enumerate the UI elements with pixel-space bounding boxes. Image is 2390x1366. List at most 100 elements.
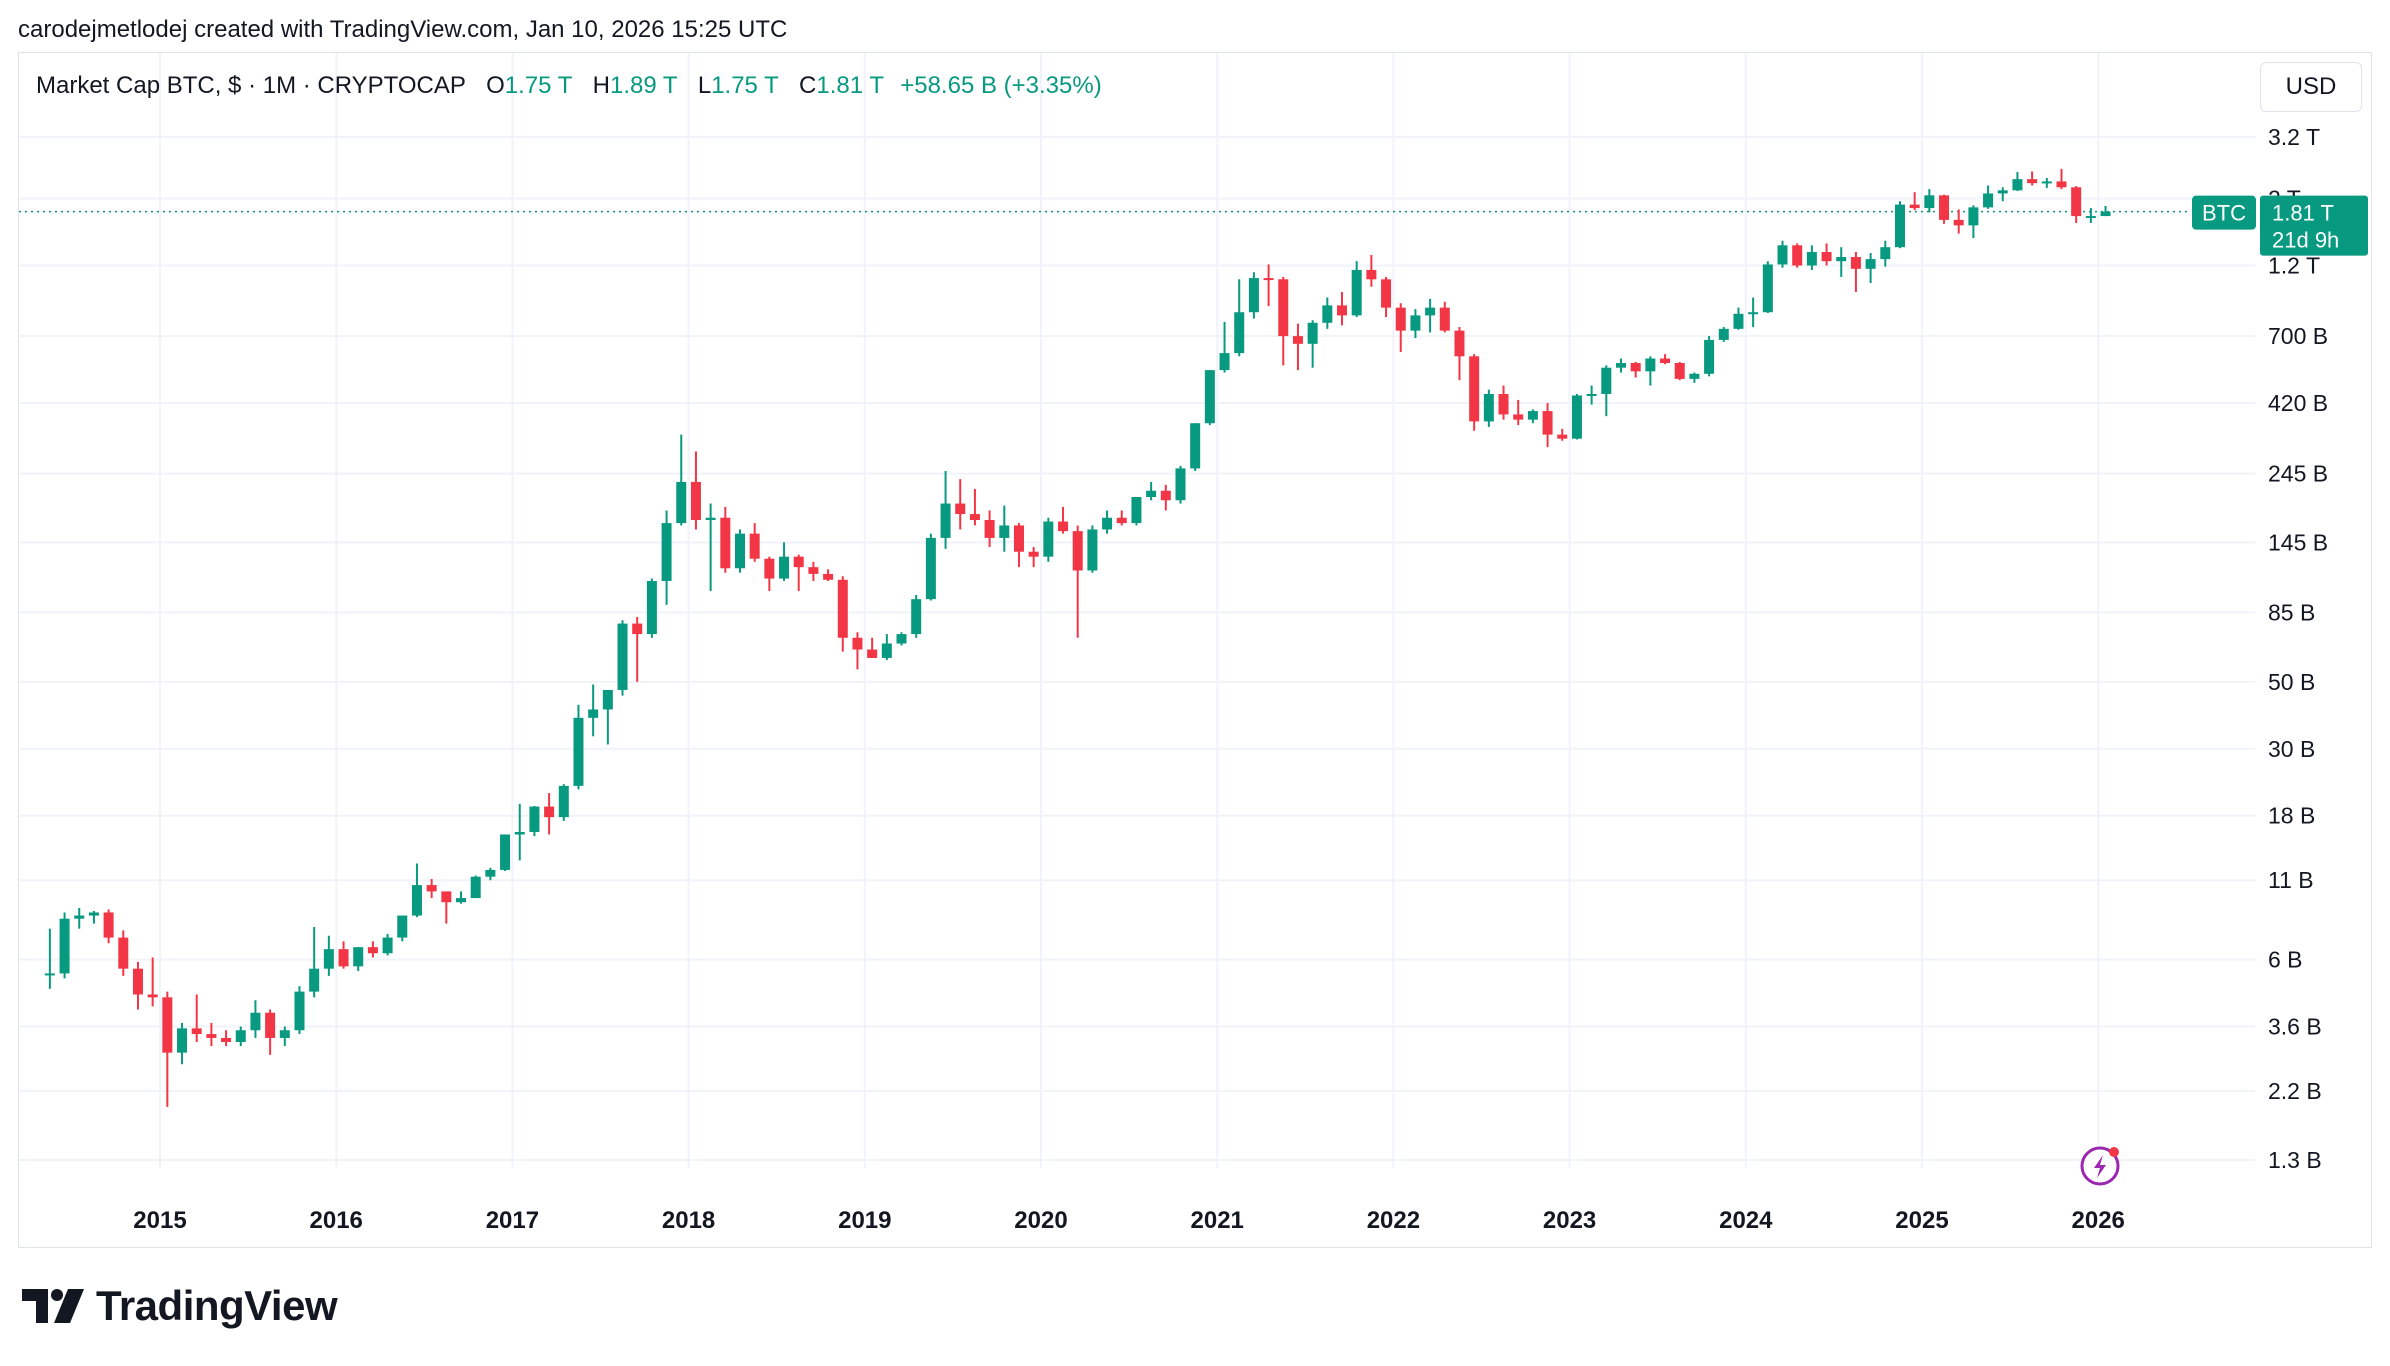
candle-body <box>59 918 70 974</box>
candle-body <box>1175 468 1186 501</box>
candle-body <box>1660 358 1671 364</box>
candle-body <box>1234 312 1245 354</box>
candle-body <box>646 580 657 635</box>
candle-body <box>470 876 481 899</box>
candle-body <box>426 885 437 892</box>
candle-body <box>1116 517 1127 524</box>
candle-body <box>1806 252 1817 266</box>
candle-body <box>1557 434 1568 439</box>
tradingview-logo[interactable]: TradingView <box>22 1282 338 1330</box>
candle-body <box>411 885 422 916</box>
candle-body <box>1542 411 1553 435</box>
x-tick-label: 2021 <box>1191 1207 1244 1234</box>
candle-body <box>382 937 393 954</box>
candle-body <box>514 831 525 835</box>
candle-body <box>1836 257 1847 262</box>
candle-body <box>1454 330 1465 357</box>
x-tick-label: 2020 <box>1014 1207 1067 1234</box>
candle-body <box>485 869 496 877</box>
candle-body <box>1983 193 1994 208</box>
candle-body <box>1586 393 1597 396</box>
candle-body <box>1146 490 1157 498</box>
candle-body <box>1821 252 1832 262</box>
candle-body <box>1160 490 1171 501</box>
candle-body <box>1043 521 1054 557</box>
candle-body <box>1469 356 1480 422</box>
candle-body <box>1131 497 1142 524</box>
candle-body <box>74 915 85 919</box>
candle-body <box>1102 517 1113 530</box>
candle-body <box>1571 395 1582 439</box>
candle-body <box>1248 278 1259 313</box>
y-tick-label: 420 B <box>2268 390 2328 416</box>
x-tick-label: 2026 <box>2072 1207 2125 1234</box>
candle-body <box>705 517 716 520</box>
candle-body <box>2041 181 2052 184</box>
candle-body <box>1630 363 1641 372</box>
x-tick-label: 2025 <box>1895 1207 1948 1234</box>
candle-body <box>617 623 628 690</box>
candle-body <box>1013 525 1024 552</box>
candle-body <box>118 937 129 969</box>
y-tick-label: 145 B <box>2268 529 2328 555</box>
candle-body <box>1777 245 1788 265</box>
candle-body <box>1395 307 1406 331</box>
candle-body <box>1748 312 1759 315</box>
candle-body <box>955 503 966 515</box>
candle-body <box>1307 322 1318 344</box>
x-tick-label: 2015 <box>133 1207 186 1234</box>
candle-body <box>1337 305 1348 316</box>
chart-frame <box>18 52 2372 1248</box>
candle-body <box>177 1028 188 1053</box>
ticker-tag <box>2192 195 2256 230</box>
candle-body <box>1498 393 1509 415</box>
candle-body <box>191 1028 202 1035</box>
candle-body <box>1601 367 1612 394</box>
candle-body <box>1645 358 1656 372</box>
candle-body <box>823 573 834 580</box>
candle-body <box>147 994 158 998</box>
candle-body <box>235 1030 246 1042</box>
candle-body <box>881 643 892 658</box>
candle-body <box>661 523 672 581</box>
candle-body <box>1939 195 1950 220</box>
candle-body <box>1278 279 1289 337</box>
candle-body <box>206 1034 217 1038</box>
candle-body <box>1850 257 1861 269</box>
candle-body <box>602 689 613 710</box>
candle-body <box>969 514 980 520</box>
candle-body <box>88 912 99 916</box>
y-tick-label: 18 B <box>2268 803 2315 829</box>
candle-body <box>1410 315 1421 331</box>
candle-body <box>1381 279 1392 308</box>
candle-body <box>2027 179 2038 184</box>
candle-body <box>867 649 878 658</box>
candle-body <box>1924 195 1935 209</box>
currency-button[interactable]: USD <box>2260 62 2362 112</box>
candle-body <box>456 898 467 903</box>
candle-body <box>1087 529 1098 571</box>
candle-body <box>1880 247 1891 260</box>
candle-body <box>1909 204 1920 209</box>
candle-body <box>837 579 848 638</box>
x-tick-label: 2016 <box>310 1207 363 1234</box>
candle-body <box>529 806 540 832</box>
candle-body <box>1351 269 1362 316</box>
y-tick-label: 11 B <box>2268 867 2314 893</box>
candle-body <box>250 1012 261 1031</box>
candle-body <box>852 637 863 650</box>
candle-body <box>221 1037 232 1042</box>
candle-body <box>265 1012 276 1038</box>
price-tag <box>2260 195 2368 256</box>
candle-body <box>1366 269 1377 280</box>
x-tick-label: 2017 <box>486 1207 539 1234</box>
candle-body <box>367 947 378 954</box>
candle-body <box>764 558 775 579</box>
candle-body <box>734 533 745 569</box>
candle-body <box>1204 370 1215 424</box>
ticker-tag-label: BTC <box>2202 201 2246 226</box>
candle-body <box>279 1030 290 1038</box>
y-tick-label: 700 B <box>2268 323 2328 349</box>
y-tick-label: 6 B <box>2268 947 2303 973</box>
